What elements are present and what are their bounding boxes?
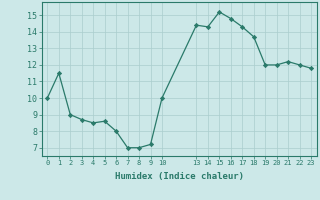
X-axis label: Humidex (Indice chaleur): Humidex (Indice chaleur) [115, 172, 244, 181]
